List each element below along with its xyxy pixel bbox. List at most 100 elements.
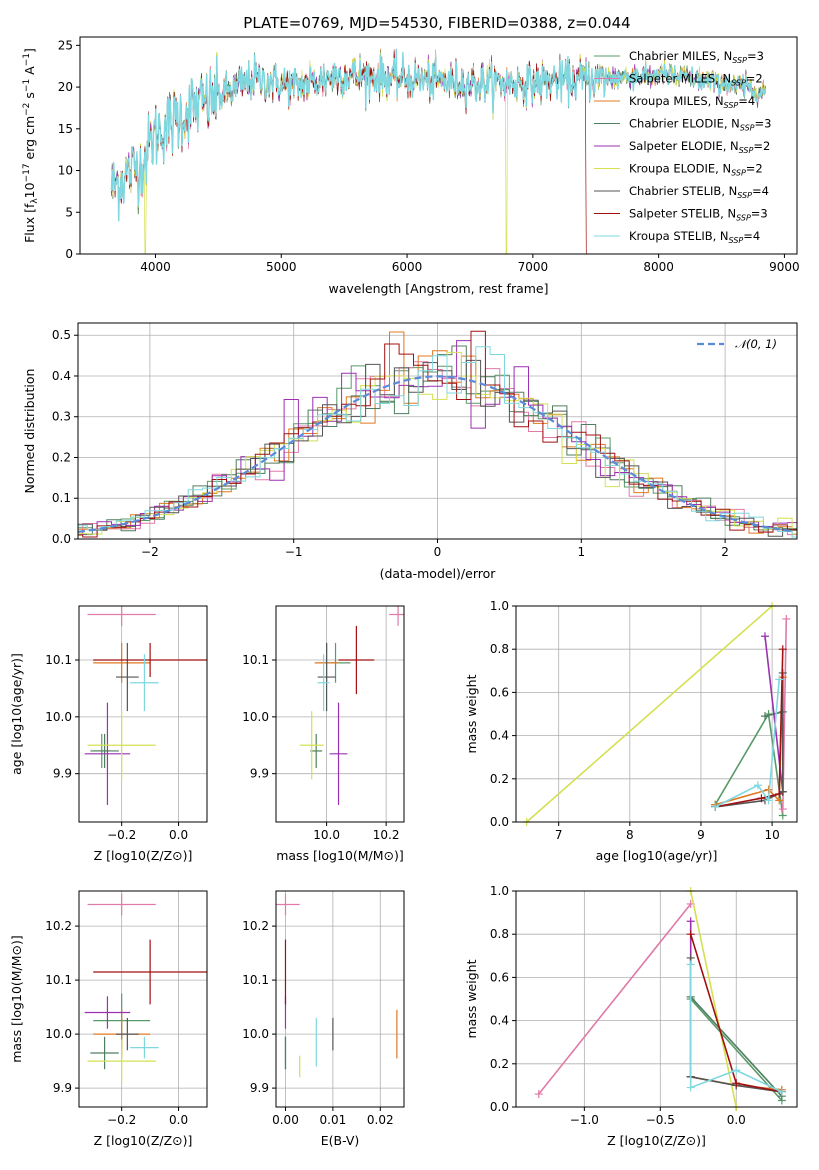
y-tick-label: 0.6 xyxy=(490,685,509,699)
y-tick-label: 0.3 xyxy=(52,410,71,424)
spectrum-legend: Chabrier MILES, NSSP=3 Salpeter MILES, NS… xyxy=(594,49,771,245)
legend-subscript: SSP xyxy=(731,79,746,88)
y-tick-label: 9.9 xyxy=(250,1081,269,1095)
weight-marker xyxy=(782,614,791,623)
weight-series-salpeter-miles xyxy=(534,899,695,1099)
legend-subscript: SSP xyxy=(740,124,755,133)
y-label-part: A xyxy=(22,66,37,79)
weight-lines xyxy=(534,887,786,1111)
x-tick-label: 5000 xyxy=(266,260,297,274)
x-tick-label: −0.2 xyxy=(107,1113,136,1127)
x-tick-label: −1 xyxy=(285,545,303,559)
weight-marker xyxy=(686,1083,695,1092)
y-axis-label: age [log10(age/yr)] xyxy=(9,653,24,775)
x-tick-label: 2 xyxy=(721,545,729,559)
x-axis-label: (data-model)/error xyxy=(380,566,497,581)
weight-line xyxy=(526,605,773,823)
errorbar-point-salpeter-miles xyxy=(389,606,404,626)
weight-marker xyxy=(753,781,762,790)
histogram-salpeter-stelib xyxy=(78,330,797,538)
weight-marker xyxy=(732,1066,741,1075)
y-tick-label: 0.4 xyxy=(52,369,71,383)
normal-reference-curve xyxy=(78,375,795,533)
errorbar-point-salpeter-miles xyxy=(87,893,156,916)
errorbar-points xyxy=(276,893,398,1078)
axes-frame xyxy=(275,605,405,823)
x-axis-label: Z [log10(Z/Z⊙)] xyxy=(607,1133,706,1148)
y-tick-label: 25 xyxy=(58,38,73,52)
hist-steps xyxy=(78,330,797,538)
y-tick-label: 10.0 xyxy=(45,1027,72,1041)
legend-label: Salpeter MILES, NSSP=2 xyxy=(629,72,763,88)
x-tick-label: 7000 xyxy=(518,260,549,274)
y-tick-label: 0 xyxy=(65,247,73,261)
mass-vs-metallicity-panel: −0.2 0.0 9.9 10.0 10.1 10.2 Z [log10(Z/Z⊙)] mas… xyxy=(9,890,208,1148)
mass-vs-ebv-panel: 0.00 0.01 0.02 9.9 10.0 10.1 10.2 E(B-V) xyxy=(242,890,405,1148)
weight-line xyxy=(689,890,737,1108)
y-label-part: −1 xyxy=(22,53,32,66)
legend-label: Chabrier MILES, NSSP=3 xyxy=(629,49,764,65)
errorbar-point-kroupa-miles xyxy=(93,642,151,683)
x-tick-label: 1 xyxy=(577,545,585,559)
x-tick-label: −0.5 xyxy=(646,1113,675,1127)
y-tick-label: 9.9 xyxy=(53,767,72,781)
legend-label: Kroupa ELODIE, NSSP=2 xyxy=(629,162,763,178)
axes-frame xyxy=(78,890,208,1108)
legend-subscript: SSP xyxy=(739,146,754,155)
y-tick-label: 0.8 xyxy=(490,642,509,656)
y-tick-label: 0.4 xyxy=(490,729,509,743)
weight-marker xyxy=(757,794,766,803)
x-tick-label: −0.2 xyxy=(107,828,136,842)
errorbar-point-salpeter-miles xyxy=(87,606,156,626)
weight-series-kroupa-elodie xyxy=(522,602,777,826)
axes-frame xyxy=(77,322,798,540)
y-tick-label: 0.6 xyxy=(490,970,509,984)
legend-label: Kroupa STELIB, NSSP=4 xyxy=(629,229,760,245)
residual-histogram-panel: −2 −1 0 1 2 0.0 0.1 0.2 0.3 0.4 0.5 (data-model)/er… xyxy=(22,322,798,581)
y-tick-label: 10.2 xyxy=(242,919,269,933)
legend-model-name: Salpeter ELODIE, N xyxy=(629,139,739,153)
errorbar-point-chabrier-elodie xyxy=(90,733,119,768)
legend-label: Salpeter STELIB, NSSP=3 xyxy=(629,207,768,223)
y-tick-label: 20 xyxy=(58,80,73,94)
y-tick-label: 1.0 xyxy=(490,599,509,613)
axes-frame xyxy=(78,605,208,823)
weight-line xyxy=(689,964,783,1093)
y-label-part: Flux [f xyxy=(22,203,37,243)
legend-nssp: =3 xyxy=(755,117,772,131)
errorbar-point-chabrier-stelib xyxy=(115,1017,139,1051)
legend-subscript: SSP xyxy=(737,191,752,200)
errorbar-point-kroupa-elodie xyxy=(299,711,324,780)
weight-marker xyxy=(778,805,787,814)
y-tick-label: 0.8 xyxy=(490,927,509,941)
errorbar-point-salpeter-miles xyxy=(276,893,300,916)
mass-weight-vs-age-panel: 7 8 9 10 0.0 0.2 0.4 0.6 0.8 1.0 age [log10(age/yr… xyxy=(464,599,798,863)
y-tick-label: 0.2 xyxy=(52,450,71,464)
y-tick-label: 0.4 xyxy=(490,1014,509,1028)
y-tick-label: 15 xyxy=(58,122,73,136)
y-tick-label: 10 xyxy=(58,164,73,178)
y-tick-label: 10.1 xyxy=(45,973,72,987)
y-tick-label: 0.0 xyxy=(490,815,509,829)
x-axis-label: E(B-V) xyxy=(321,1133,360,1148)
legend-model-name: Salpeter STELIB, N xyxy=(629,207,736,221)
errorbar-point-kroupa-stelib xyxy=(130,1036,159,1059)
errorbar-point-kroupa-stelib xyxy=(130,654,159,712)
legend-nssp: =2 xyxy=(746,72,763,86)
age-vs-metallicity-panel: −0.2 0.0 9.9 10.0 10.1 Z [log10(Z/Z⊙)] age [lo… xyxy=(9,605,208,863)
errorbar-points xyxy=(84,893,207,1083)
weight-line xyxy=(715,649,784,808)
y-label-part: erg cm xyxy=(22,116,37,164)
legend-subscript: SSP xyxy=(729,236,744,245)
legend-subscript: SSP xyxy=(736,214,751,223)
legend-label: Salpeter ELODIE, NSSP=2 xyxy=(629,139,770,155)
y-tick-label: 0.0 xyxy=(490,1100,509,1114)
legend-label: Chabrier STELIB, NSSP=4 xyxy=(629,184,769,200)
weight-marker xyxy=(775,789,784,798)
weight-marker xyxy=(778,645,787,654)
errorbar-point-salpeter-elodie xyxy=(84,702,131,805)
axes-frame xyxy=(275,890,405,1108)
y-tick-label: 10.1 xyxy=(242,653,269,667)
x-axis-label: Z [log10(Z/Z⊙)] xyxy=(94,848,193,863)
